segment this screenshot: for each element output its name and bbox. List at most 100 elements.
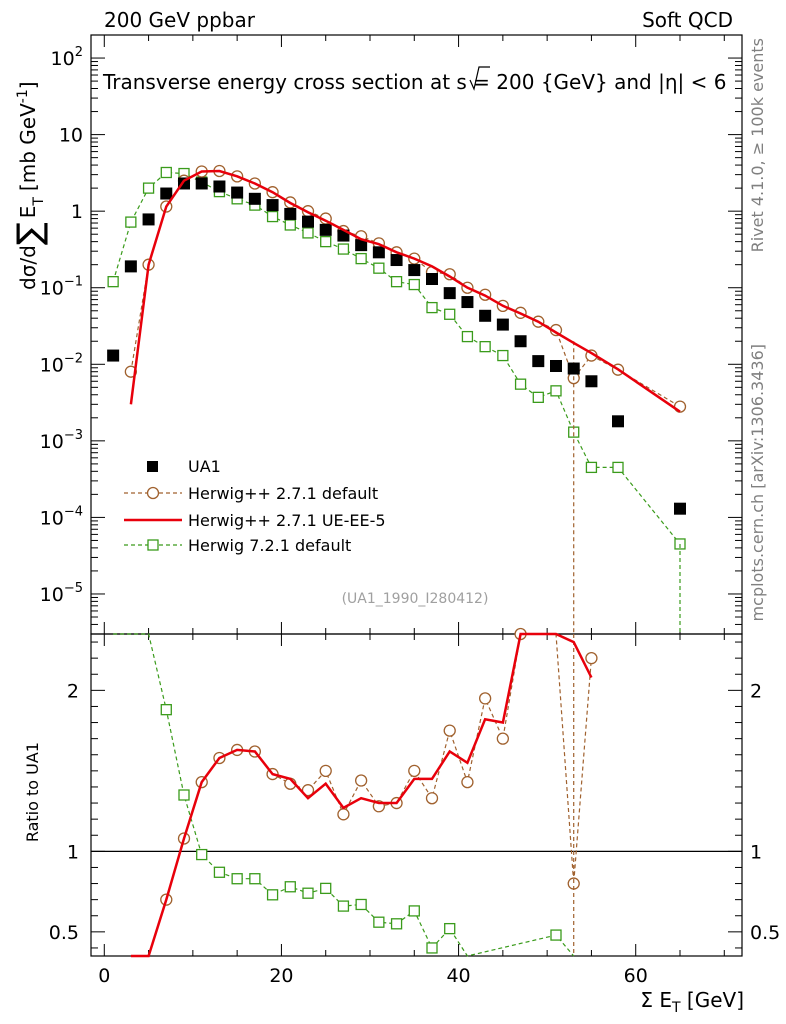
ua1-point: [124, 260, 137, 273]
ratio-herwig-ueee5-line: [130, 632, 593, 958]
series-herwig-ueee5-line: [129, 169, 681, 413]
x-axis-label: Σ ET [GeV]: [640, 988, 744, 1016]
herwig7-point: [320, 235, 332, 248]
title-sqrt-sign: [469, 66, 490, 91]
title-mid: = 200 {GeV} and |: [467, 70, 665, 94]
herwig7-point: [585, 461, 598, 474]
y-tick-label-main: 10: [59, 125, 83, 147]
y-tick-label-exp: 2: [75, 45, 83, 60]
ua1-point: [107, 349, 120, 362]
y-tick-label-base: 10: [40, 584, 64, 606]
herwig7-point: [302, 227, 314, 239]
ratio-herwig7-point: [373, 916, 385, 928]
ua1-point: [372, 246, 385, 259]
ratio-herwig-default-point: [337, 808, 350, 821]
ratio-herwig-default-point: [425, 792, 439, 805]
ratio-herwig7-point: [302, 887, 314, 899]
ratio-herwig7-point: [231, 873, 243, 885]
main-title: Transverse energy cross section at s = 2…: [102, 70, 726, 94]
ratio-herwig7-point: [355, 898, 367, 911]
ratio-herwig7-point: [337, 900, 350, 912]
ylabel-close: ]: [16, 81, 40, 89]
ratio-data-layer: [113, 627, 598, 958]
ua1-point: [550, 359, 562, 372]
ratio-herwig7-point: [550, 929, 562, 941]
herwig7-point: [461, 330, 474, 343]
ylabel-sum: ∑: [10, 222, 50, 245]
ylabel-exp: -1: [15, 89, 31, 103]
legend-herwig-default-label: Herwig++ 2.7.1 default: [188, 484, 378, 503]
header-right-label: Soft QCD: [642, 8, 733, 32]
analysis-watermark: (UA1_1990_I280412): [342, 591, 489, 607]
ua1-point: [461, 296, 474, 309]
ratio-herwig7-point: [426, 942, 438, 954]
title-eta: η: [665, 70, 678, 94]
ratio-herwig7-point: [249, 873, 261, 885]
herwig7-point: [408, 278, 420, 291]
herwig7-point: [337, 243, 350, 255]
herwig7-point: [550, 385, 562, 397]
ratio-herwig-default-point: [354, 774, 368, 787]
ratio-plot-frame: [90, 633, 743, 957]
xlabel-sub: T: [671, 1000, 681, 1016]
mcplots-label: mcplots.cern.ch [arXiv:1306.3436]: [748, 344, 767, 621]
ua1-point: [160, 187, 173, 200]
ua1-point: [532, 355, 545, 368]
y-tick-label-exp: −3: [64, 428, 83, 443]
y-tick-label-ratio-right: 2: [750, 680, 762, 702]
ylabel-T: T: [31, 197, 47, 207]
herwig7-point: [284, 219, 296, 231]
herwig7-point: [142, 182, 155, 194]
ua1-point: [390, 254, 403, 267]
ua1-point: [426, 273, 438, 286]
ratio-herwig-default-point: [408, 764, 421, 777]
y-tick-label-ratio-left: 1: [67, 841, 79, 863]
ratio-herwig7-point: [266, 889, 279, 901]
y-tick-label-base: 10: [59, 125, 83, 147]
herwig7-point: [355, 252, 367, 265]
y-tick-label-main: 10−4: [40, 504, 83, 529]
x-tick-label: 40: [446, 965, 470, 987]
herwig7-point: [373, 262, 385, 274]
ratio-herwig7-point: [213, 866, 226, 878]
ratio-herwig-default-point: [319, 764, 332, 777]
herwig7-point: [444, 308, 456, 320]
ratio-y-axis-label: Ratio to UA1: [23, 742, 42, 842]
ua1-point: [302, 215, 314, 228]
svg-text:dσ/d∑ET[mb GeV-1]: dσ/d∑ ET [mb GeV-1]: [10, 81, 50, 290]
xlabel-units: [GeV]: [681, 988, 744, 1012]
y-tick-label-base: 10: [40, 278, 64, 300]
ratio-herwig-default-point: [585, 652, 598, 665]
ratio-herwig-default-point: [496, 732, 510, 745]
ratio-herwig-default-point: [301, 784, 315, 797]
ratio-tick-labels: 0.5 0.51 12 20 20 40 60: [49, 680, 780, 987]
ua1-point: [496, 318, 509, 331]
ua1-point: [266, 199, 279, 212]
ua1-point: [479, 309, 492, 322]
legend-herwig-ueee5-label: Herwig++ 2.7.1 UE-EE-5: [188, 511, 386, 530]
header-left-label: 200 GeV ppbar: [104, 8, 256, 32]
herwig7-point: [532, 391, 544, 403]
ratio-herwig7-point: [390, 918, 403, 930]
y-tick-label-main: 102: [51, 45, 83, 70]
ratio-herwig7-point: [408, 905, 420, 917]
ylabel-units: [mb GeV: [16, 103, 40, 191]
ratio-herwig7-point: [196, 848, 208, 861]
herwig7-point: [497, 349, 509, 362]
y-tick-label-exp: −4: [64, 504, 83, 519]
herwig7-point: [514, 378, 527, 390]
ua1-point: [142, 213, 155, 226]
herwig7-point: [160, 166, 172, 179]
main-axis-ticks: [91, 34, 742, 635]
y-tick-label-exp: −5: [64, 581, 83, 596]
x-tick-label: 20: [269, 965, 293, 987]
legend: UA1 Herwig++ 2.7.1 default Herwig++ 2.7.…: [124, 457, 386, 555]
y-tick-label-main: 10−3: [40, 428, 83, 453]
ua1-point: [514, 335, 527, 348]
ratio-herwig-default-point: [478, 692, 492, 705]
ylabel-dsigma: dσ/d: [16, 245, 40, 290]
y-tick-label-main: 1: [71, 201, 83, 223]
y-tick-label-main: 10−1: [40, 275, 83, 300]
